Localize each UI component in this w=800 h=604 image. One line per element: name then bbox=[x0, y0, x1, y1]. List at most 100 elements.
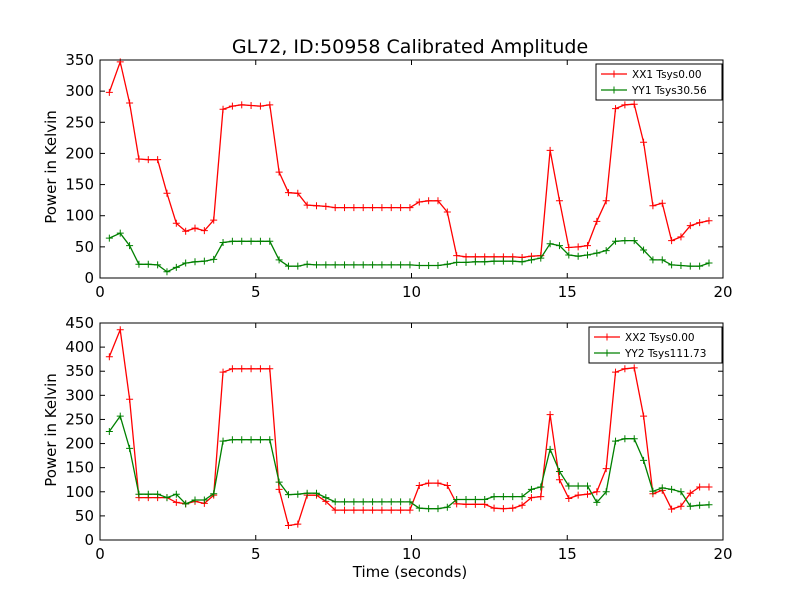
top-data-point bbox=[191, 224, 199, 232]
top-data-point bbox=[612, 105, 620, 113]
bottom-data-point bbox=[434, 479, 442, 487]
top-data-point bbox=[640, 246, 648, 254]
bottom-data-point bbox=[228, 436, 236, 444]
top-data-point bbox=[443, 208, 451, 216]
top-data-point bbox=[135, 155, 143, 163]
bottom-data-point bbox=[443, 482, 451, 490]
top-legend-marker bbox=[610, 86, 618, 94]
top-data-point bbox=[565, 243, 573, 251]
bottom-data-point bbox=[341, 506, 349, 514]
top-data-point bbox=[434, 262, 442, 270]
bottom-data-point bbox=[677, 502, 685, 510]
bottom-data-point bbox=[499, 493, 507, 501]
top-y-tick-label: 300 bbox=[65, 82, 94, 100]
bottom-data-point bbox=[537, 493, 545, 501]
top-data-point bbox=[471, 258, 479, 266]
top-data-point bbox=[256, 237, 264, 245]
bottom-y-tick-label: 50 bbox=[75, 507, 94, 525]
bottom-data-point bbox=[359, 506, 367, 514]
top-y-tick-label: 100 bbox=[65, 207, 94, 225]
bottom-x-tick-label: 20 bbox=[713, 545, 732, 563]
bottom-data-point bbox=[509, 504, 517, 512]
top-data-point bbox=[630, 100, 638, 108]
top-data-point bbox=[453, 252, 461, 260]
top-data-point bbox=[238, 101, 246, 109]
top-data-point bbox=[527, 256, 535, 264]
top-data-point bbox=[537, 254, 545, 262]
bottom-data-point bbox=[415, 482, 423, 490]
top-data-point bbox=[509, 257, 517, 265]
top-data-point bbox=[256, 102, 264, 110]
top-data-point bbox=[583, 251, 591, 259]
bottom-data-point bbox=[191, 496, 199, 504]
top-y-tick-label: 250 bbox=[65, 113, 94, 131]
top-data-point bbox=[247, 101, 255, 109]
bottom-data-point bbox=[406, 498, 414, 506]
top-data-point bbox=[144, 260, 152, 268]
bottom-data-point bbox=[247, 365, 255, 373]
top-legend-box bbox=[595, 63, 723, 101]
top-data-point bbox=[546, 146, 554, 154]
top-legend-label: XX1 Tsys0.00 bbox=[632, 69, 702, 81]
bottom-data-point bbox=[266, 436, 274, 444]
bottom-data-point bbox=[621, 365, 629, 373]
bottom-data-point bbox=[555, 476, 563, 484]
bottom-data-point bbox=[481, 495, 489, 503]
bottom-legend-marker bbox=[603, 333, 611, 341]
top-data-point bbox=[126, 242, 134, 250]
bottom-data-point bbox=[303, 489, 311, 497]
top-data-point bbox=[163, 268, 171, 276]
top-y-tick-label: 50 bbox=[75, 238, 94, 256]
top-data-point bbox=[686, 262, 694, 270]
top-data-point bbox=[555, 242, 563, 250]
bottom-data-point bbox=[378, 498, 386, 506]
top-data-point bbox=[228, 237, 236, 245]
bottom-data-point bbox=[583, 482, 591, 490]
top-data-point bbox=[163, 189, 171, 197]
bottom-data-point bbox=[425, 479, 433, 487]
top-data-point bbox=[574, 243, 582, 251]
bottom-data-point bbox=[602, 488, 610, 496]
top-data-point bbox=[116, 229, 124, 237]
bottom-data-point bbox=[630, 364, 638, 372]
top-data-point bbox=[443, 260, 451, 268]
bottom-data-point bbox=[686, 502, 694, 510]
top-data-point bbox=[490, 257, 498, 265]
bottom-legend-label: YY2 Tsys111.73 bbox=[624, 348, 706, 360]
top-data-point bbox=[602, 247, 610, 255]
bottom-data-point bbox=[387, 498, 395, 506]
top-data-point bbox=[705, 217, 713, 225]
bottom-data-point bbox=[210, 490, 218, 498]
top-data-point bbox=[350, 261, 358, 269]
top-series-1 bbox=[105, 58, 713, 261]
top-data-point bbox=[621, 101, 629, 109]
top-data-point bbox=[677, 262, 685, 270]
bottom-data-point bbox=[565, 482, 573, 490]
top-data-point bbox=[434, 197, 442, 205]
top-data-point bbox=[397, 261, 405, 269]
top-data-point bbox=[686, 222, 694, 230]
top-data-point bbox=[593, 217, 601, 225]
bottom-data-point bbox=[546, 445, 554, 453]
bottom-data-point bbox=[612, 437, 620, 445]
bottom-data-point bbox=[621, 435, 629, 443]
bottom-y-tick-label: 250 bbox=[65, 410, 94, 428]
x-axis-label: Time (seconds) bbox=[352, 563, 468, 581]
bottom-y-axis-label: Power in Kelvin bbox=[42, 373, 60, 487]
top-data-point bbox=[359, 261, 367, 269]
top-y-axis-label: Power in Kelvin bbox=[42, 110, 60, 224]
top-data-point bbox=[200, 257, 208, 265]
top-data-point bbox=[210, 255, 218, 263]
bottom-data-point bbox=[574, 482, 582, 490]
bottom-data-point bbox=[116, 412, 124, 420]
bottom-data-point bbox=[256, 436, 264, 444]
top-data-point bbox=[649, 202, 657, 210]
top-data-point bbox=[593, 249, 601, 257]
top-data-point bbox=[144, 156, 152, 164]
top-data-point bbox=[677, 233, 685, 241]
top-data-point bbox=[406, 204, 414, 212]
bottom-data-point bbox=[294, 490, 302, 498]
bottom-data-point bbox=[696, 501, 704, 509]
